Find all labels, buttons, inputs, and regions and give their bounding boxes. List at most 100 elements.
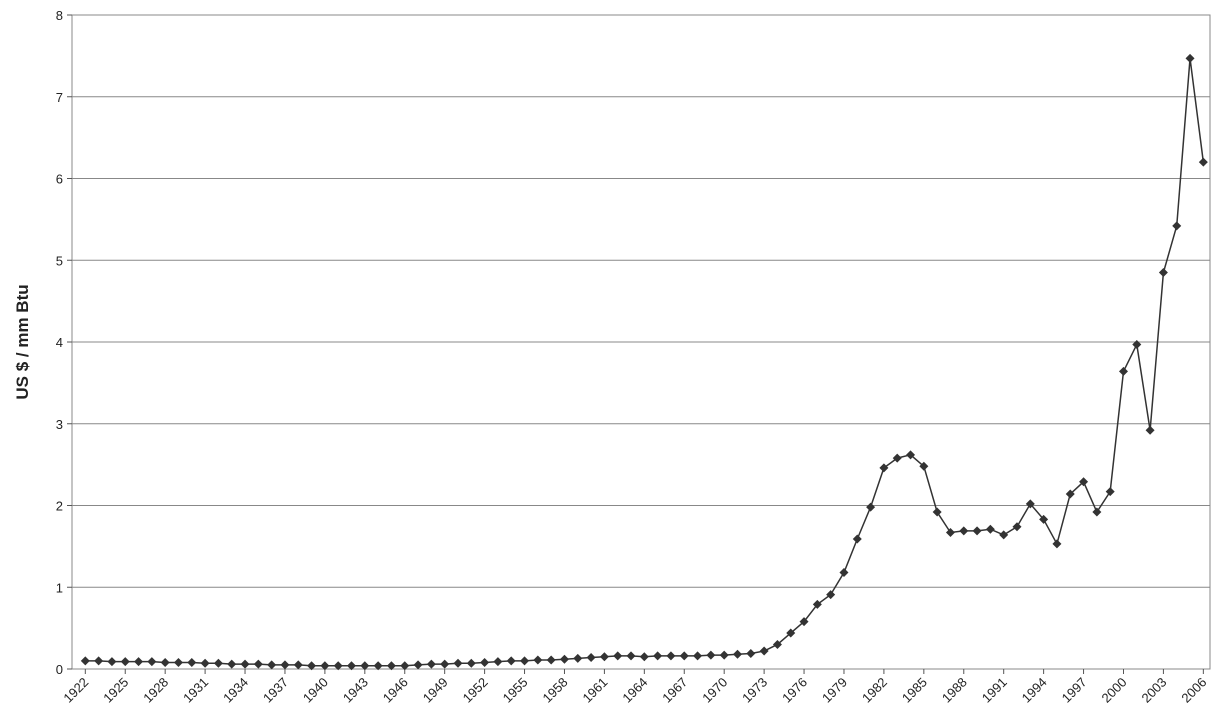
data-point (80, 656, 90, 666)
data-point (533, 655, 543, 665)
x-tick-label: 1967 (659, 675, 690, 706)
data-point (1172, 221, 1182, 231)
data-point (267, 660, 277, 670)
data-point (426, 659, 436, 669)
data-point (413, 660, 423, 670)
x-tick-label: 1964 (619, 675, 650, 706)
data-point (280, 660, 290, 670)
data-point (826, 590, 836, 600)
y-tick-label: 6 (56, 172, 63, 187)
data-point (1118, 366, 1128, 376)
data-point (1145, 425, 1155, 435)
data-point (746, 648, 756, 658)
data-point (546, 655, 556, 665)
data-point (333, 661, 343, 671)
data-point (213, 658, 223, 668)
y-tick-label: 0 (56, 662, 63, 677)
x-tick-label: 2003 (1138, 675, 1169, 706)
x-tick-label: 1973 (739, 675, 770, 706)
data-point (906, 450, 916, 460)
x-tick-label: 1976 (779, 675, 810, 706)
y-axis-label: US $ / mm Btu (13, 284, 32, 399)
y-tick-label: 1 (56, 580, 63, 595)
data-point (706, 650, 716, 660)
x-tick-label: 2006 (1178, 675, 1209, 706)
x-tick-label: 1946 (380, 675, 411, 706)
y-tick-label: 8 (56, 8, 63, 23)
data-point (586, 653, 596, 663)
x-tick-label: 1997 (1059, 675, 1090, 706)
data-point (1132, 339, 1142, 349)
data-point (1039, 514, 1049, 524)
data-point (799, 617, 809, 627)
data-point (453, 658, 463, 668)
x-tick-label: 1979 (819, 675, 850, 706)
data-point (134, 657, 144, 667)
data-point (386, 661, 396, 671)
data-point (613, 651, 623, 661)
data-point (227, 659, 237, 669)
x-tick-label: 1925 (100, 675, 131, 706)
data-point (520, 656, 530, 666)
series-line (85, 58, 1205, 667)
data-point (866, 502, 876, 512)
x-tick-label: 1970 (699, 675, 730, 706)
data-point (985, 524, 995, 534)
data-point (639, 652, 649, 662)
x-tick-label: 1943 (340, 675, 371, 706)
data-point (772, 639, 782, 649)
data-point (160, 657, 170, 667)
data-point (1198, 157, 1208, 167)
data-point (200, 658, 210, 668)
data-point (493, 657, 503, 667)
x-tick-label: 1985 (899, 675, 930, 706)
data-point (1025, 499, 1035, 509)
data-point (187, 657, 197, 667)
data-point (559, 654, 569, 664)
data-point (959, 526, 969, 536)
data-point (506, 656, 516, 666)
data-point (626, 651, 636, 661)
data-point (892, 453, 902, 463)
data-point (599, 652, 609, 662)
x-tick-label: 1949 (420, 675, 451, 706)
data-point (120, 657, 130, 667)
data-point (107, 657, 117, 667)
data-point (173, 657, 183, 667)
data-point (440, 659, 450, 669)
data-point (919, 461, 929, 471)
data-point (732, 649, 742, 659)
data-point (573, 653, 583, 663)
y-tick-label: 7 (56, 90, 63, 105)
x-tick-label: 1982 (859, 675, 890, 706)
data-point (759, 646, 769, 656)
x-tick-label: 1937 (260, 675, 291, 706)
x-tick-label: 2000 (1099, 675, 1130, 706)
data-point (320, 661, 330, 671)
data-point (1012, 522, 1022, 532)
data-point (1092, 507, 1102, 517)
x-tick-label: 1934 (220, 675, 251, 706)
x-tick-label: 1928 (140, 675, 171, 706)
data-point (293, 660, 303, 670)
data-point (1079, 477, 1089, 487)
data-point (253, 659, 263, 669)
x-tick-label: 1952 (460, 675, 491, 706)
data-point (480, 657, 490, 667)
x-tick-label: 1958 (540, 675, 571, 706)
data-point (360, 661, 370, 671)
data-point (400, 661, 410, 671)
data-point (1065, 489, 1075, 499)
x-tick-label: 1961 (579, 675, 610, 706)
data-point (147, 657, 157, 667)
data-point (679, 651, 689, 661)
x-tick-label: 1994 (1019, 675, 1050, 706)
data-point (653, 651, 663, 661)
data-point (1105, 487, 1115, 497)
data-point (719, 650, 729, 660)
data-point (839, 568, 849, 578)
data-point (812, 599, 822, 609)
data-point (307, 661, 317, 671)
data-point (466, 658, 476, 668)
data-point (693, 651, 703, 661)
